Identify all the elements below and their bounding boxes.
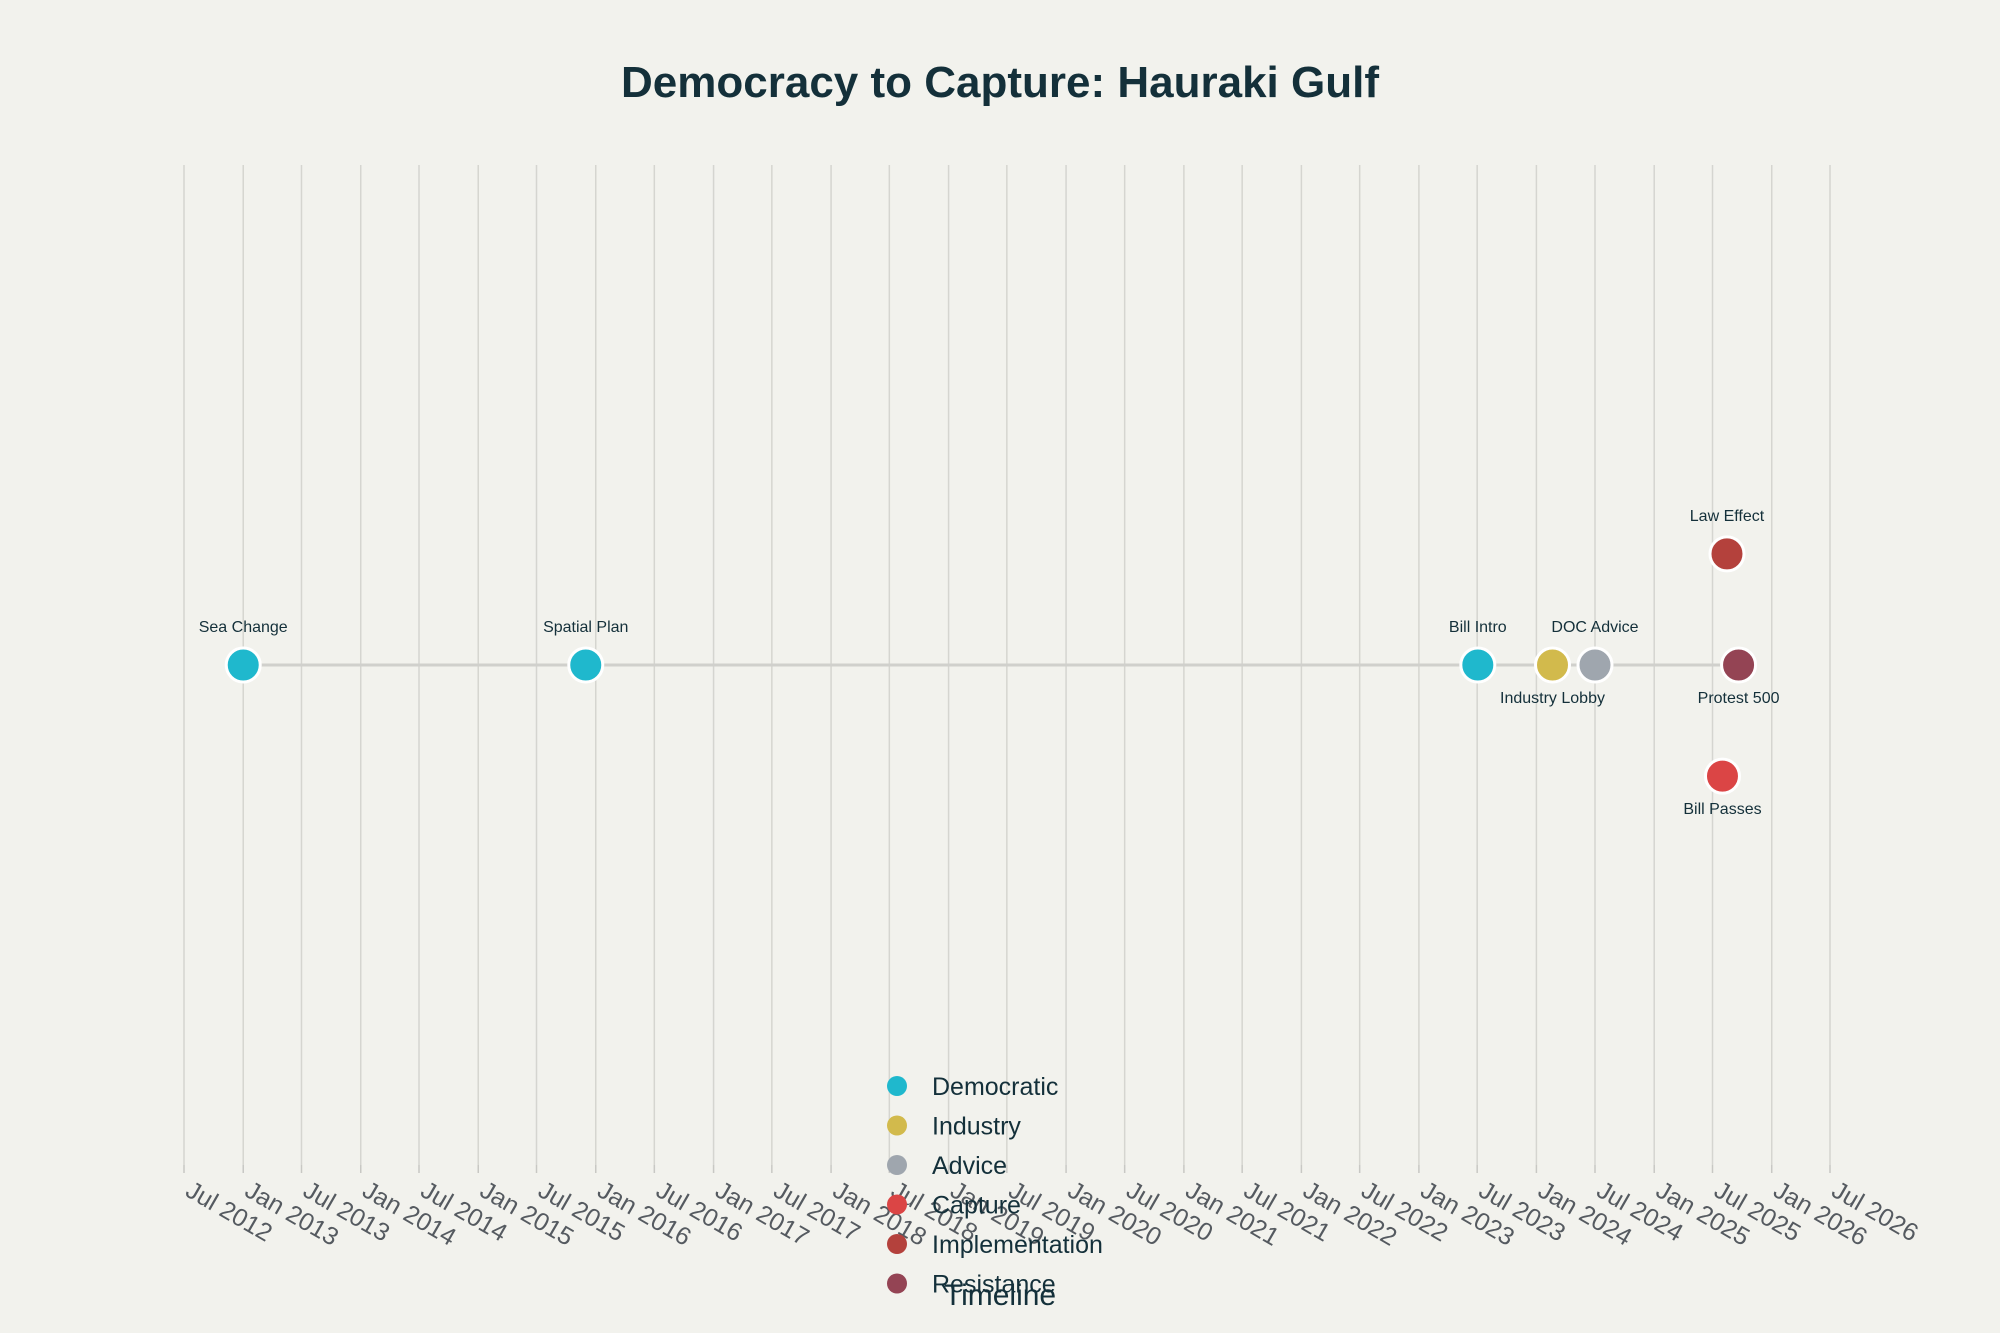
event-label: Industry Lobby (1500, 690, 1605, 707)
x-axis-title: Timeline (944, 1279, 1056, 1312)
event-label: Protest 500 (1698, 690, 1780, 707)
event-points: Sea Change Spatial Plan Bill Intro Industry… (199, 508, 1780, 818)
event-point (1576, 646, 1614, 684)
event-point (1459, 646, 1497, 684)
event-point (1534, 646, 1572, 684)
chart-title: Democracy to Capture: Hauraki Gulf (621, 58, 1379, 107)
legend-label: Democratic (932, 1073, 1058, 1101)
legend-label: Implementation (932, 1231, 1103, 1259)
legend: Democratic Industry Advice Capture Implement… (887, 1073, 1103, 1299)
event-label: Bill Passes (1683, 801, 1761, 818)
event-point (1708, 535, 1746, 573)
legend-label: Industry (932, 1113, 1021, 1141)
legend-label: Capture (932, 1192, 1021, 1220)
event-label: Spatial Plan (543, 619, 628, 636)
legend-label: Resistance (932, 1271, 1056, 1299)
legend-marker (887, 1234, 907, 1254)
event-point (224, 646, 262, 684)
legend-marker (887, 1194, 907, 1215)
event-label: Sea Change (199, 619, 288, 636)
event-point (567, 646, 605, 684)
legend-marker (887, 1076, 907, 1096)
legend-marker (887, 1115, 907, 1136)
event-point (1720, 646, 1758, 684)
legend-marker (887, 1273, 907, 1294)
event-label: Law Effect (1690, 508, 1765, 525)
event-point (1703, 757, 1741, 795)
legend-label: Advice (932, 1152, 1007, 1180)
legend-marker (887, 1155, 907, 1175)
event-label: Bill Intro (1449, 619, 1507, 636)
event-label: DOC Advice (1551, 619, 1638, 636)
